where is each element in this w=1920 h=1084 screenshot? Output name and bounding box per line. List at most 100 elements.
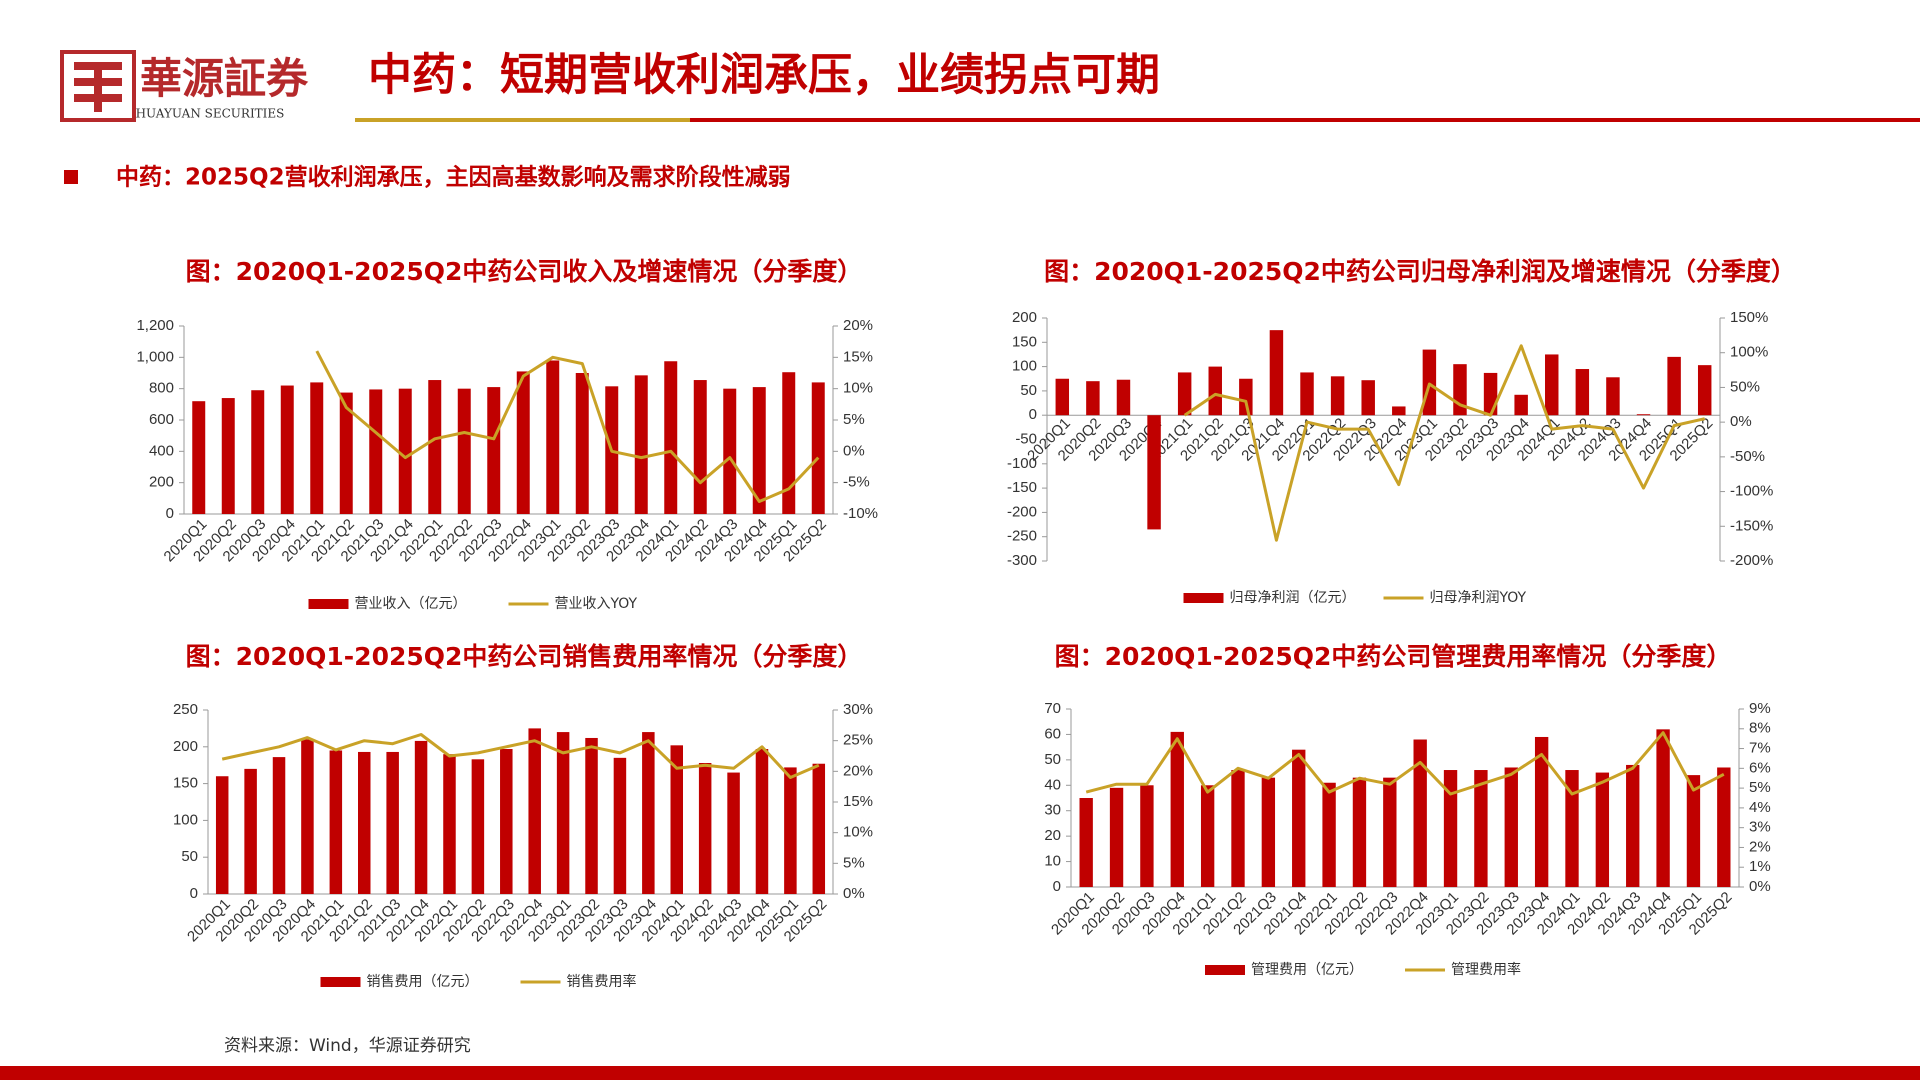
bar [221, 398, 235, 514]
bar [1483, 372, 1498, 416]
bar [1147, 415, 1161, 530]
y2-tick-label: 5% [843, 854, 865, 871]
y2-tick-label: 0% [843, 885, 865, 902]
bar [575, 373, 589, 514]
bar [358, 751, 371, 894]
y-tick-label: 40 [1044, 776, 1061, 793]
bar [1261, 777, 1276, 887]
header-rule-red [690, 118, 1920, 122]
y2-tick-label: 4% [1749, 799, 1771, 816]
bar [1545, 354, 1559, 416]
page-title: 中药：短期营收利润承压，业绩拐点可期 [368, 50, 1160, 101]
legend-label: 营业收入（亿元） [355, 596, 467, 612]
bar [244, 768, 257, 894]
y-tick-label: 150 [1012, 333, 1037, 350]
y-tick-label: 60 [1044, 725, 1061, 742]
y-tick-label: 100 [173, 811, 198, 828]
bar [613, 757, 627, 894]
y2-tick-label: 10% [843, 380, 873, 397]
y2-tick-label: 25% [843, 732, 873, 749]
y2-tick-label: 100% [1730, 344, 1768, 361]
bar [1383, 777, 1397, 887]
bar [664, 361, 678, 514]
y-tick-label: 1,200 [136, 317, 174, 334]
bar [634, 375, 648, 514]
bar [642, 732, 655, 894]
legend-label: 管理费用（亿元） [1251, 962, 1363, 978]
bar [693, 380, 707, 514]
y2-tick-label: 50% [1730, 378, 1760, 395]
y-tick-label: 20 [1044, 827, 1061, 844]
legend-swatch [320, 977, 361, 987]
bar [1200, 785, 1215, 887]
bar [1177, 372, 1192, 416]
y2-tick-label: -50% [1730, 448, 1765, 465]
bar [1208, 366, 1222, 416]
bar [585, 737, 598, 894]
legend-swatch [1183, 593, 1224, 603]
bar [1109, 787, 1124, 887]
y2-tick-label: 5% [1749, 779, 1771, 796]
bar [1055, 378, 1070, 416]
bar [1413, 739, 1427, 887]
y2-tick-label: 8% [1749, 720, 1771, 737]
y2-tick-label: -150% [1730, 517, 1773, 534]
line [1085, 731, 1725, 796]
chart-title: 图：2020Q1-2025Q2中药公司收入及增速情况（分季度） [186, 257, 863, 286]
y2-tick-label: 6% [1749, 759, 1771, 776]
bar [1392, 406, 1406, 416]
y-tick-label: 200 [1012, 309, 1037, 326]
y2-tick-label: 1% [1749, 858, 1771, 875]
bar [1443, 770, 1458, 887]
y2-tick-label: 5% [843, 411, 865, 428]
bar [528, 728, 541, 894]
y-tick-label: 70 [1044, 700, 1061, 717]
bar [192, 401, 206, 514]
bar [755, 749, 769, 894]
legend-label: 销售费用率 [567, 973, 637, 990]
bar [329, 750, 343, 894]
y-tick-label: 0 [1029, 406, 1037, 423]
y-tick-label: 250 [173, 701, 198, 718]
legend-label: 归母净利润YOY [1430, 589, 1527, 606]
bar [1116, 379, 1131, 416]
bar [1474, 770, 1488, 887]
chart: 图：2020Q1-2025Q2中药公司归母净利润及增速情况（分季度） -300 -2… [1007, 257, 1796, 606]
legend-label: 销售费用（亿元） [367, 974, 479, 990]
y-tick-label: -100 [1007, 455, 1037, 472]
bar [339, 392, 353, 514]
bar [1514, 394, 1528, 416]
logo-frame [60, 50, 136, 122]
bar [516, 371, 530, 514]
bar [301, 739, 314, 894]
bar [1361, 380, 1375, 416]
y-tick-label: -150 [1007, 479, 1037, 496]
y2-tick-label: -10% [843, 505, 878, 522]
line [221, 733, 820, 779]
bar [1626, 764, 1640, 887]
bar [752, 387, 766, 514]
y2-tick-label: 150% [1730, 309, 1768, 326]
legend-swatch [308, 599, 349, 609]
y-tick-label: 600 [149, 411, 174, 428]
bar [1086, 381, 1100, 416]
bar [784, 767, 797, 894]
bar [471, 759, 485, 894]
bar [723, 388, 737, 514]
y-tick-label: -300 [1007, 552, 1037, 569]
bar [414, 740, 428, 894]
y-tick-label: 150 [173, 775, 198, 792]
bar [1636, 414, 1651, 416]
bar [782, 372, 796, 514]
charts: 图：2020Q1-2025Q2中药公司收入及增速情况（分季度）020040060… [136, 257, 1795, 990]
bar [1575, 369, 1590, 416]
y2-tick-label: 15% [843, 793, 873, 810]
header-rule-gold [355, 118, 690, 122]
y2-tick-label: 0% [843, 442, 865, 459]
legend-swatch [1205, 965, 1245, 975]
bar [1239, 378, 1253, 416]
source-note: 资料来源：Wind，华源证券研究 [224, 1036, 471, 1056]
y-tick-label: 800 [149, 380, 174, 397]
chart-title: 图：2020Q1-2025Q2中药公司销售费用率情况（分季度） [186, 642, 863, 671]
bar [1292, 749, 1306, 887]
